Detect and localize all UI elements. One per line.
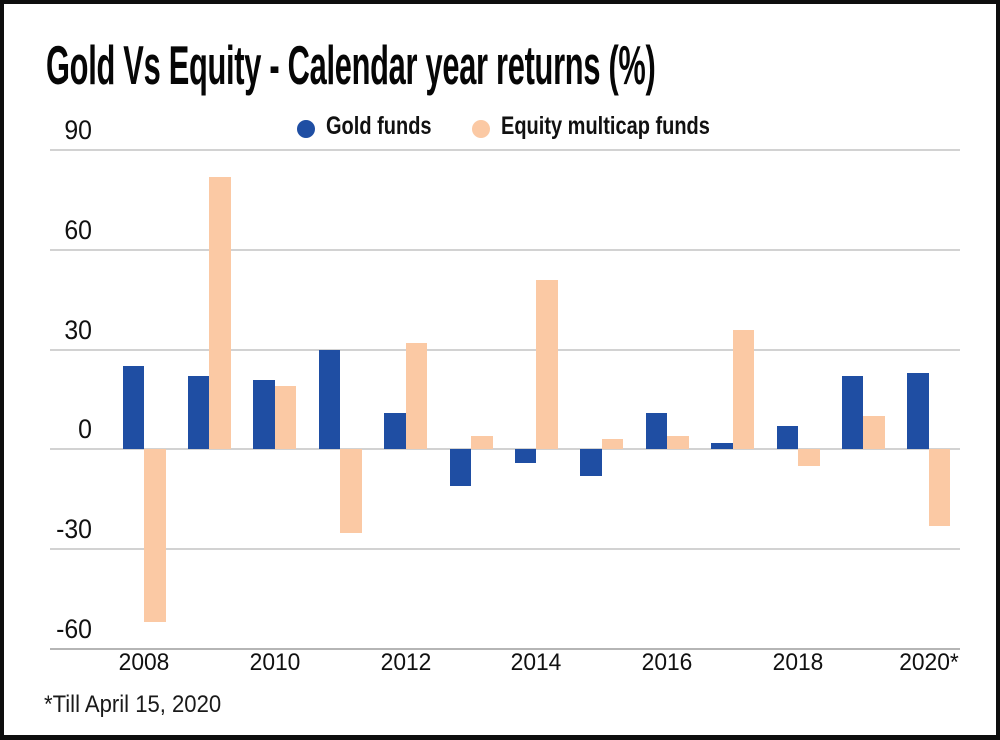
bar-equity-2016 [667, 436, 689, 450]
y-tick-label-30: 30 [64, 314, 92, 345]
x-tick-label-2016: 2016 [641, 649, 693, 676]
bar-equity-2010 [274, 386, 297, 450]
plot-area [50, 149, 960, 650]
x-tick-label-2018: 2018 [772, 649, 824, 676]
bar-equity-2019 [863, 416, 885, 450]
chart-title: Gold Vs Equity - Calendar year returns (… [46, 34, 656, 96]
bar-gold-2019 [841, 376, 864, 450]
x-tick-label-2008: 2008 [118, 649, 170, 676]
legend-label-equity: Equity multicap funds [501, 112, 710, 140]
bar-equity-2015 [601, 439, 624, 450]
chart-footnote: *Till April 15, 2020 [44, 691, 222, 718]
bar-gold-2016 [645, 412, 668, 450]
bar-equity-2008 [144, 449, 166, 623]
bar-gold-2010 [253, 379, 275, 450]
x-tick-label-2012: 2012 [380, 649, 431, 676]
legend-label-gold: Gold funds [326, 112, 432, 140]
bar-equity-2018 [798, 449, 820, 467]
gridline-30 [50, 348, 960, 351]
gridline-90 [50, 149, 960, 151]
y-tick-label--30: -30 [56, 514, 92, 545]
y-tick-label-60: 60 [64, 214, 92, 245]
bar-gold-2012 [384, 412, 406, 450]
bar-equity-2012 [405, 342, 428, 450]
bar-gold-2017 [711, 442, 733, 450]
bar-equity-2017 [732, 329, 755, 450]
bar-gold-2011 [318, 349, 341, 450]
gridline-60 [50, 248, 960, 251]
bar-gold-2015 [580, 449, 602, 476]
bar-equity-2020 [928, 449, 951, 526]
bar-gold-2020 [907, 372, 929, 450]
bar-gold-2013 [449, 449, 471, 486]
x-tick-label-2010: 2010 [249, 649, 301, 676]
bar-gold-2018 [776, 426, 798, 450]
x-tick-label-2020: 2020* [898, 649, 959, 676]
bar-equity-2011 [340, 449, 362, 533]
gridline--60 [50, 648, 960, 650]
y-tick-label--60: -60 [56, 614, 92, 644]
bar-gold-2014 [514, 449, 537, 463]
bar-equity-2013 [471, 436, 493, 450]
y-tick-label-90: 90 [64, 115, 92, 145]
gridline-0 [50, 448, 960, 451]
gridline--30 [50, 548, 960, 551]
bar-equity-2009 [209, 176, 231, 450]
legend-dot-gold-icon [297, 120, 315, 138]
bar-equity-2014 [536, 279, 558, 450]
y-tick-label-0: 0 [78, 414, 92, 445]
legend-dot-equity-icon [472, 120, 490, 138]
bar-gold-2009 [187, 376, 210, 450]
x-tick-label-2014: 2014 [511, 649, 562, 676]
bar-gold-2008 [122, 366, 144, 450]
